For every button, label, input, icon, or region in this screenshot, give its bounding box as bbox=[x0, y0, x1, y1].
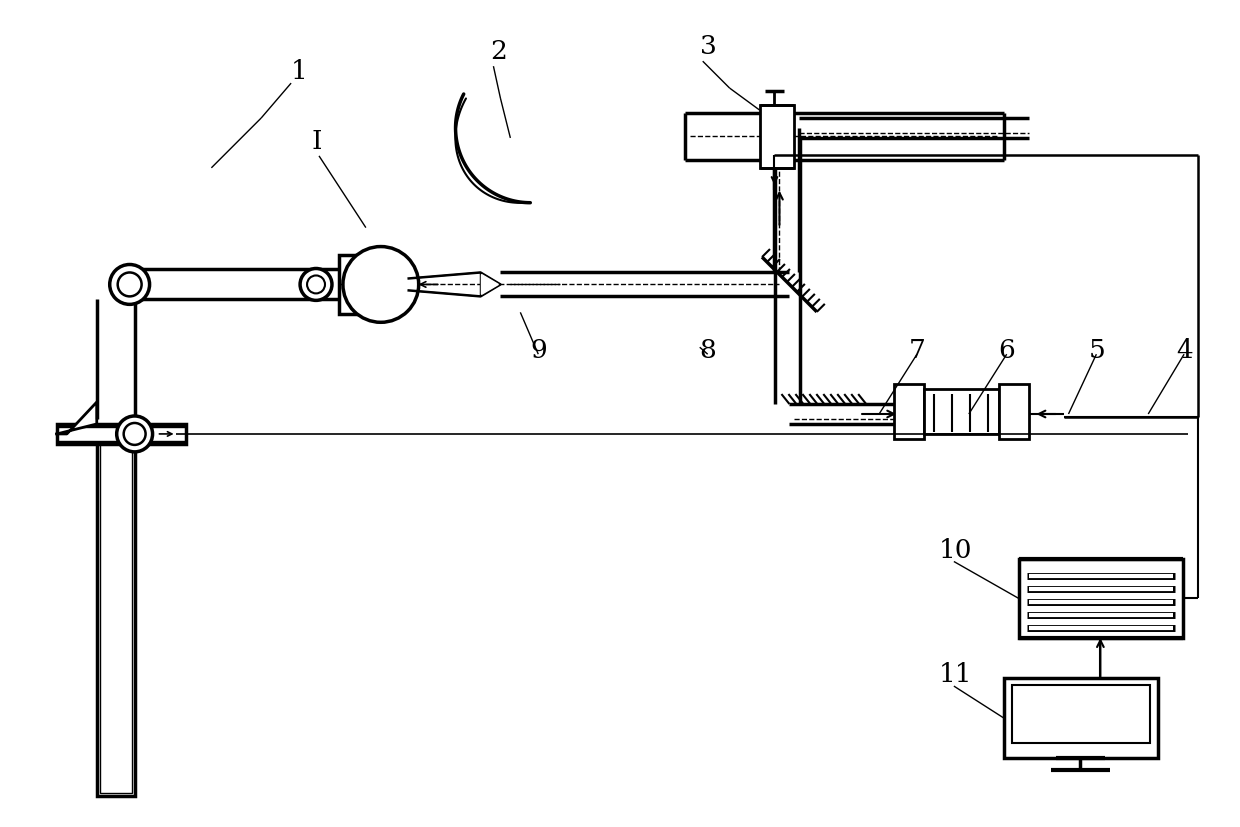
Text: 9: 9 bbox=[531, 337, 547, 363]
Polygon shape bbox=[57, 442, 186, 444]
Circle shape bbox=[343, 247, 419, 323]
Circle shape bbox=[117, 417, 153, 452]
Bar bbox=[1018, 559, 1183, 638]
Bar bbox=[998, 385, 1029, 439]
Bar bbox=[131, 270, 356, 300]
Circle shape bbox=[118, 273, 141, 297]
Text: 8: 8 bbox=[699, 337, 717, 363]
Circle shape bbox=[109, 265, 150, 305]
Circle shape bbox=[308, 276, 325, 294]
Text: 2: 2 bbox=[491, 39, 507, 65]
Circle shape bbox=[124, 423, 145, 446]
Bar bbox=[760, 106, 795, 169]
Polygon shape bbox=[481, 275, 498, 295]
Polygon shape bbox=[57, 424, 186, 428]
Bar bbox=[99, 433, 131, 793]
Text: 10: 10 bbox=[939, 537, 972, 562]
Polygon shape bbox=[480, 273, 501, 297]
Text: 3: 3 bbox=[699, 34, 717, 60]
Polygon shape bbox=[409, 273, 501, 297]
Text: I: I bbox=[311, 129, 321, 154]
Bar bbox=[57, 424, 186, 444]
Bar bbox=[924, 390, 998, 434]
Bar bbox=[1012, 686, 1151, 743]
Circle shape bbox=[300, 269, 332, 301]
Text: 4: 4 bbox=[1176, 337, 1193, 363]
Polygon shape bbox=[57, 403, 97, 434]
Bar bbox=[894, 385, 924, 439]
Text: 7: 7 bbox=[909, 337, 926, 363]
Bar bbox=[97, 429, 135, 796]
Bar bbox=[1003, 678, 1158, 758]
Text: 1: 1 bbox=[291, 59, 308, 84]
Text: 11: 11 bbox=[939, 662, 972, 686]
Bar bbox=[339, 256, 371, 315]
Text: 5: 5 bbox=[1089, 337, 1105, 363]
Text: 6: 6 bbox=[998, 337, 1016, 363]
